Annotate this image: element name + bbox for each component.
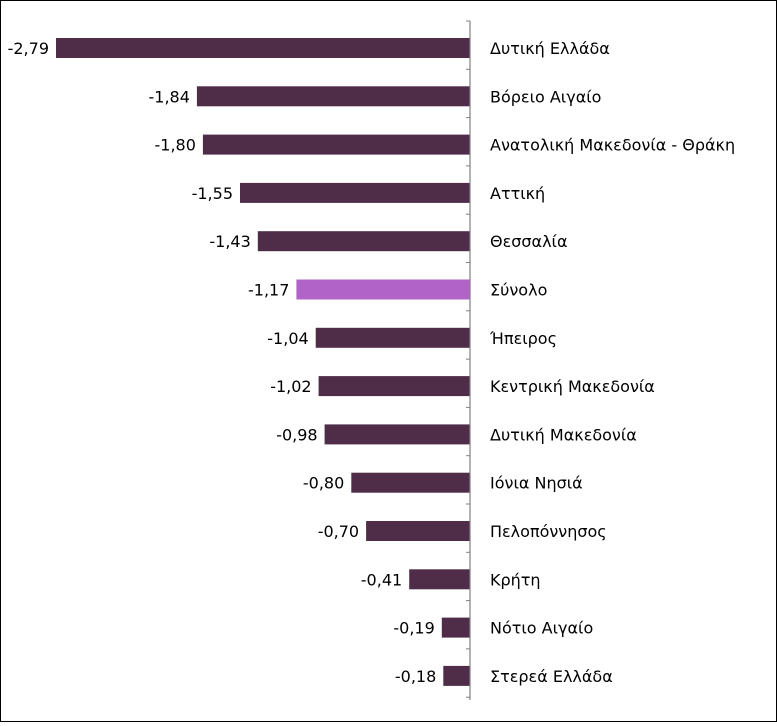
bar-9 (351, 472, 470, 493)
bar-7 (318, 376, 470, 397)
category-label: Νότιο Αιγαίο (490, 619, 593, 638)
category-label: Δυτική Ελλάδα (490, 39, 610, 58)
bar-10 (366, 521, 470, 541)
category-label: Ήπειρος (489, 329, 557, 348)
bar-11 (409, 569, 470, 590)
bar-total (296, 279, 470, 300)
value-label: -0,41 (361, 570, 402, 589)
value-label: -1,02 (270, 377, 311, 396)
value-label: -1,17 (248, 281, 289, 300)
category-label: Ιόνια Νησιά (490, 474, 583, 493)
category-label: Σύνολο (490, 281, 547, 300)
value-label: -1,84 (148, 87, 189, 106)
bar-12 (441, 617, 470, 638)
bar-13 (443, 665, 470, 686)
bar-6 (315, 327, 470, 348)
category-label: Βόρειο Αιγαίο (490, 87, 601, 106)
category-label: Αττική (490, 184, 545, 203)
category-label: Κρήτη (490, 570, 541, 589)
value-label: -0,80 (303, 474, 344, 493)
bar-2 (202, 134, 470, 155)
value-label: -0,18 (395, 667, 436, 686)
value-label: -2,79 (8, 39, 49, 58)
bar-4 (257, 231, 470, 252)
bar-3 (240, 182, 470, 203)
value-label: -0,19 (393, 619, 434, 638)
value-label: -0,98 (276, 425, 317, 444)
category-label: Πελοπόννησος (490, 522, 607, 541)
bar-1 (196, 86, 470, 107)
category-label: Ανατολική Μακεδονία - Θράκη (490, 136, 735, 155)
category-label: Κεντρική Μακεδονία (490, 377, 655, 396)
bar-0 (56, 38, 470, 58)
value-label: -1,43 (209, 232, 250, 251)
category-label: Δυτική Μακεδονία (490, 425, 637, 444)
value-label: -1,55 (192, 184, 233, 203)
category-label: Θεσσαλία (490, 232, 568, 251)
value-label: -1,04 (267, 329, 308, 348)
value-label: -0,70 (318, 522, 359, 541)
bar-8 (324, 424, 470, 445)
value-label: -1,80 (154, 136, 195, 155)
category-label: Στερεά Ελλάδα (490, 667, 613, 686)
